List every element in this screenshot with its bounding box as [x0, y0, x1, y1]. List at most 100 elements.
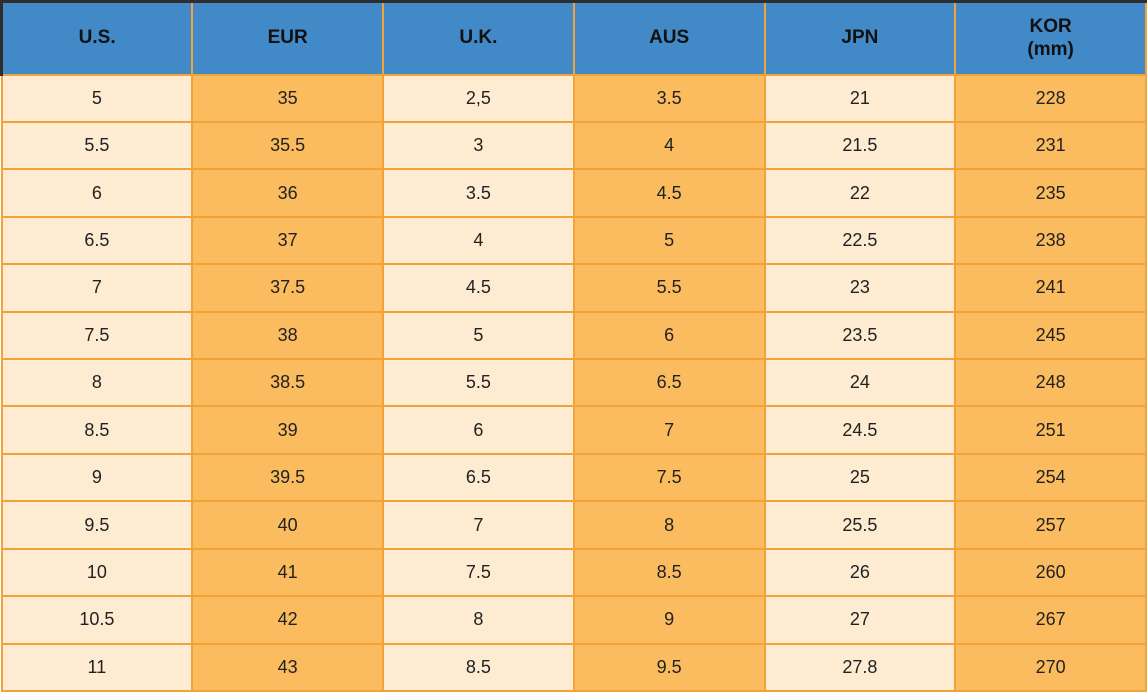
column-header-label: JPN [841, 27, 879, 49]
table-cell: 235 [954, 168, 1147, 218]
table-cell: 43 [191, 642, 384, 692]
table-row: 11 43 8.5 9.5 27.8 270 [0, 642, 1147, 692]
table-cell: 8 [382, 595, 575, 645]
column-header-label: KOR [1029, 15, 1072, 37]
table-cell: 6 [0, 168, 194, 218]
column-header-uk: U.K. [382, 0, 575, 76]
table-cell: 7 [382, 500, 575, 550]
table-cell: 27 [763, 595, 957, 645]
table-cell: 251 [954, 405, 1147, 455]
table-cell: 6.5 [572, 358, 766, 408]
table-cell: 38 [191, 310, 384, 361]
table-row: 8 38.5 5.5 6.5 24 248 [0, 358, 1147, 408]
table-cell: 10.5 [0, 595, 194, 645]
column-header-label: EUR [267, 27, 308, 49]
table-cell: 231 [954, 120, 1147, 171]
table-cell: 27.8 [763, 642, 957, 692]
table-cell: 6 [572, 310, 766, 361]
table-cell: 260 [954, 547, 1147, 598]
table-cell: 270 [954, 642, 1147, 692]
table-cell: 9 [0, 452, 194, 503]
table-cell: 40 [191, 500, 384, 550]
table-cell: 11 [0, 642, 194, 692]
table-cell: 35.5 [191, 120, 384, 171]
table-cell: 5 [572, 215, 766, 266]
table-row: 7 37.5 4.5 5.5 23 241 [0, 263, 1147, 313]
table-cell: 26 [763, 547, 957, 598]
table-cell: 9.5 [0, 500, 194, 550]
table-cell: 21 [763, 73, 957, 123]
table-cell: 4 [572, 120, 766, 171]
table-cell: 2,5 [382, 73, 575, 123]
table-cell: 238 [954, 215, 1147, 266]
table-cell: 248 [954, 358, 1147, 408]
table-row: 9 39.5 6.5 7.5 25 254 [0, 452, 1147, 503]
table-cell: 9.5 [572, 642, 766, 692]
table-cell: 241 [954, 263, 1147, 313]
table-cell: 5 [0, 73, 194, 123]
table-cell: 6.5 [382, 452, 575, 503]
table-cell: 4.5 [572, 168, 766, 218]
table-cell: 5 [382, 310, 575, 361]
column-header-label: AUS [649, 27, 690, 49]
column-header-label: U.K. [459, 27, 498, 49]
table-cell: 35 [191, 73, 384, 123]
table-cell: 3.5 [572, 73, 766, 123]
column-header-eur: EUR [191, 0, 384, 76]
table-cell: 24.5 [763, 405, 957, 455]
column-header-label: U.S. [78, 27, 116, 49]
table-cell: 36 [191, 168, 384, 218]
table-cell: 7.5 [382, 547, 575, 598]
table-cell: 8 [0, 358, 194, 408]
table-cell: 7.5 [572, 452, 766, 503]
table-cell: 5.5 [382, 358, 575, 408]
table-cell: 22 [763, 168, 957, 218]
table-cell: 6.5 [0, 215, 194, 266]
table-cell: 25.5 [763, 500, 957, 550]
table-cell: 3.5 [382, 168, 575, 218]
table-body: 5 35 2,5 3.5 21 228 5.5 35.5 3 4 21.5 231 6 36 3.5 4.5 2… [0, 73, 1147, 692]
table-row: 9.5 40 7 8 25.5 257 [0, 500, 1147, 550]
table-row: 8.5 39 6 7 24.5 251 [0, 405, 1147, 455]
table-cell: 254 [954, 452, 1147, 503]
table-cell: 25 [763, 452, 957, 503]
table-cell: 8.5 [572, 547, 766, 598]
table-cell: 38.5 [191, 358, 384, 408]
table-cell: 10 [0, 547, 194, 598]
header-row: U.S. EUR U.K. AUS JPN KOR (mm) [0, 0, 1147, 76]
table-cell: 3 [382, 120, 575, 171]
table-cell: 42 [191, 595, 384, 645]
table-cell: 4.5 [382, 263, 575, 313]
table-cell: 6 [382, 405, 575, 455]
table-cell: 22.5 [763, 215, 957, 266]
table-cell: 257 [954, 500, 1147, 550]
table-row: 10.5 42 8 9 27 267 [0, 595, 1147, 645]
column-header-us: U.S. [0, 0, 194, 76]
table-cell: 41 [191, 547, 384, 598]
table-cell: 9 [572, 595, 766, 645]
column-header-jpn: JPN [763, 0, 957, 76]
column-header-kor: KOR (mm) [954, 0, 1147, 76]
table-row: 10 41 7.5 8.5 26 260 [0, 547, 1147, 598]
table-cell: 39 [191, 405, 384, 455]
table-cell: 7 [572, 405, 766, 455]
table-cell: 7.5 [0, 310, 194, 361]
table-cell: 37.5 [191, 263, 384, 313]
table-row: 7.5 38 5 6 23.5 245 [0, 310, 1147, 361]
column-header-aus: AUS [572, 0, 766, 76]
table-row: 6 36 3.5 4.5 22 235 [0, 168, 1147, 218]
table-cell: 23.5 [763, 310, 957, 361]
table-cell: 8.5 [0, 405, 194, 455]
table-cell: 39.5 [191, 452, 384, 503]
table-row: 6.5 37 4 5 22.5 238 [0, 215, 1147, 266]
table-cell: 245 [954, 310, 1147, 361]
table-cell: 24 [763, 358, 957, 408]
table-cell: 21.5 [763, 120, 957, 171]
table-cell: 37 [191, 215, 384, 266]
table-cell: 228 [954, 73, 1147, 123]
table-cell: 8.5 [382, 642, 575, 692]
table-cell: 23 [763, 263, 957, 313]
table-cell: 5.5 [572, 263, 766, 313]
table-cell: 4 [382, 215, 575, 266]
